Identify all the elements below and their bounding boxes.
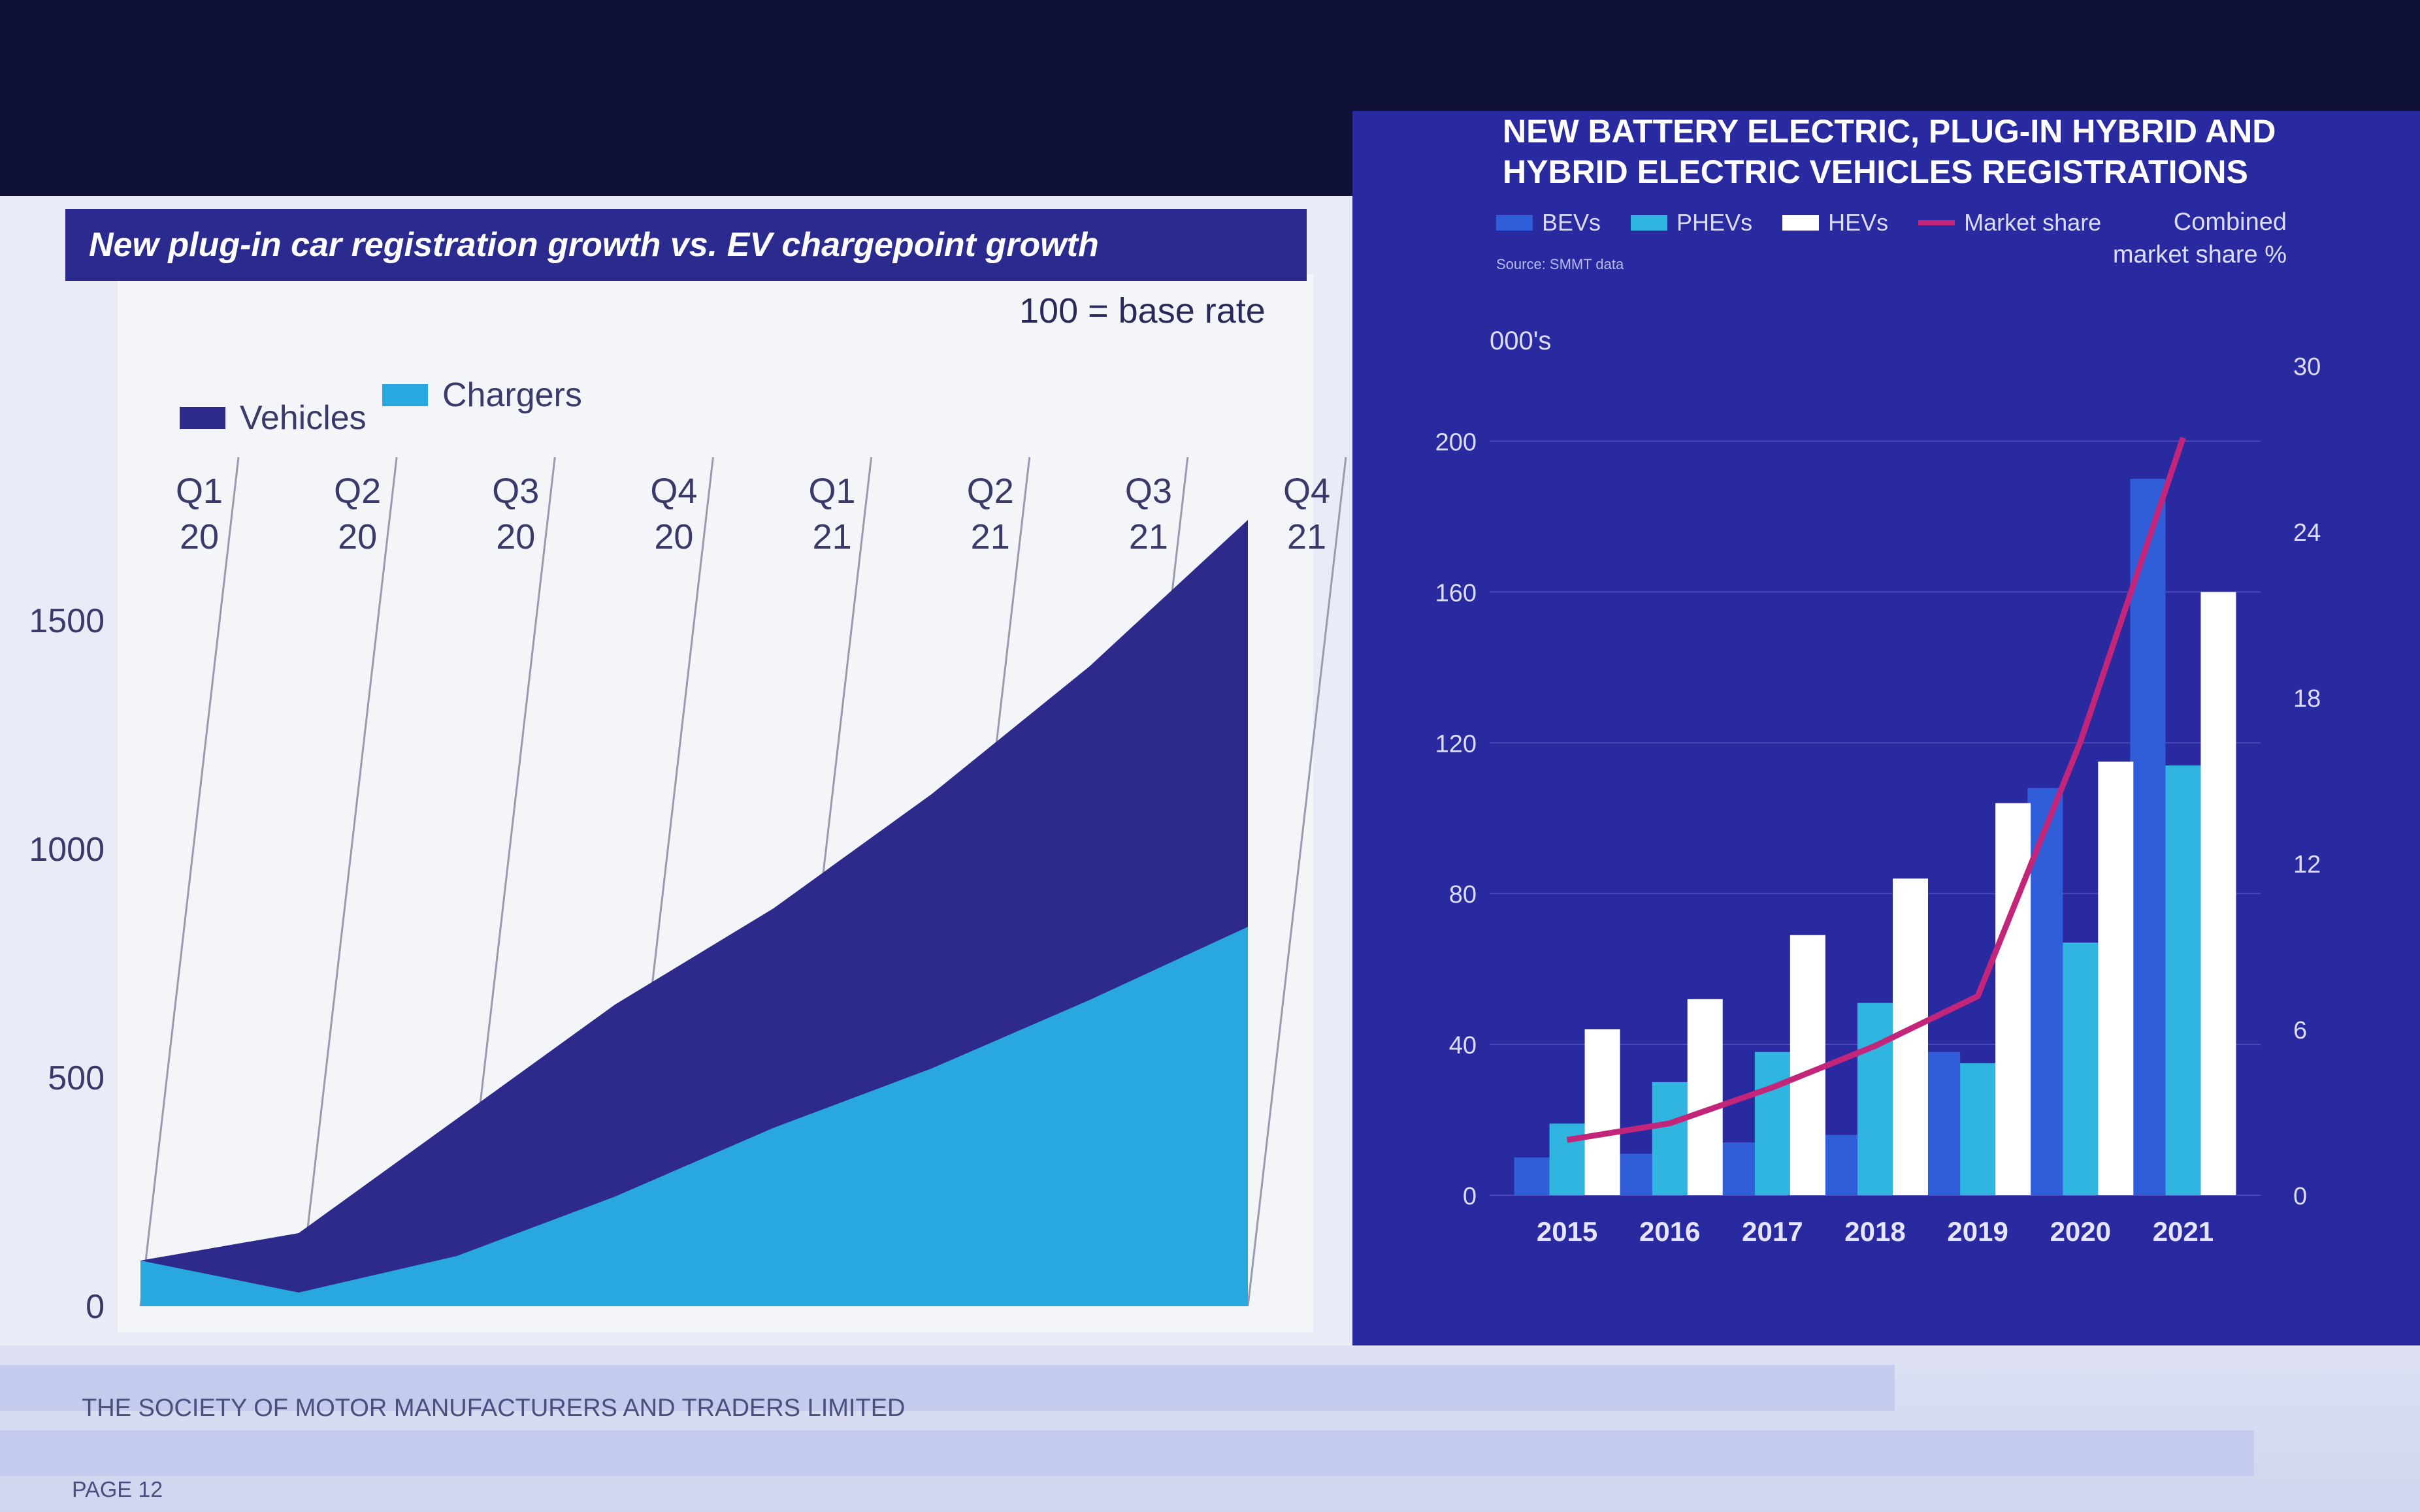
source-note: Source: SMMT data [1496,256,1624,272]
legend-swatch-vehicles [180,407,225,429]
legend-share: Market share [1918,209,2101,236]
right-axis-units-line2: market share % [2112,241,2287,268]
legend-swatch-chargers [382,384,428,406]
legend-swatch-hev [1782,215,1820,231]
footer-page-number: PAGE 12 [72,1477,163,1502]
footer-band-2 [0,1430,2254,1476]
left-axis-units: 000's [1490,327,1552,355]
legend-phev: PHEVs [1631,209,1752,236]
right-axis-units: Combined market share % [2091,206,2287,271]
legend-label-chargers: Chargers [442,376,582,414]
right-chart-title: NEW BATTERY ELECTRIC, PLUG-IN HYBRID AND… [1503,111,2276,192]
legend-swatch-bev [1496,215,1533,231]
legend-label-bev: BEVs [1542,209,1601,236]
legend-chargers: Chargers [382,376,582,415]
right-chart-legend: BEVs PHEVs HEVs Market share [1496,209,2101,236]
footer-band-1 [0,1365,1895,1411]
legend-label-hev: HEVs [1828,209,1889,236]
legend-swatch-phev [1631,215,1668,231]
legend-vehicles: Vehicles [180,398,367,438]
right-chart-title-line1: NEW BATTERY ELECTRIC, PLUG-IN HYBRID AND [1503,113,2276,150]
footer-organisation: THE SOCIETY OF MOTOR MANUFACTURERS AND T… [82,1394,906,1422]
legend-label-share: Market share [1964,209,2102,236]
legend-bev: BEVs [1496,209,1601,236]
right-axis-units-line1: Combined [2173,208,2287,236]
left-chart-title: New plug-in car registration growth vs. … [65,209,1307,281]
legend-swatch-share [1918,220,1955,225]
base-rate-note: 100 = base rate [1019,291,1266,330]
legend-label-vehicles: Vehicles [240,399,367,437]
right-chart-panel [1352,111,2420,1345]
legend-hev: HEVs [1782,209,1888,236]
legend-label-phev: PHEVs [1676,209,1753,236]
right-chart-title-line2: HYBRID ELECTRIC VEHICLES REGISTRATIONS [1503,153,2248,190]
